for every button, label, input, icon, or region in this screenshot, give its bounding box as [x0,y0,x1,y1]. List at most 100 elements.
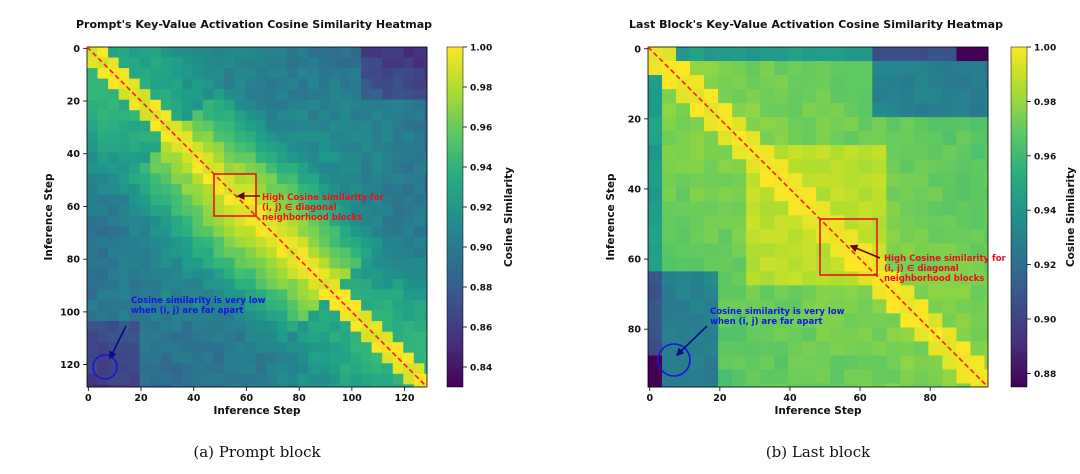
chart-a-cell [245,236,257,248]
chart-b-cell [830,117,845,132]
chart-b-cell [746,47,761,62]
chart-a-cell [234,57,246,69]
chart-a-cell [118,162,130,174]
chart-a-cell [287,205,299,217]
chart-a-cell [350,141,362,153]
chart-a-cell [224,247,235,259]
chart-a-cell [213,226,225,238]
chart-b-cell [760,341,775,356]
chart-a-cell [308,152,320,164]
chart-b-cell [704,201,719,216]
chart-b-cell [676,173,691,188]
chart-a-cell [97,289,109,301]
chart-a-cell [245,110,257,122]
chart-b-cell [970,117,985,132]
chart-a-cell [181,278,193,290]
chart-b-cell [914,341,929,356]
chart-a-cell [297,120,309,132]
chart-a-cell [382,162,394,174]
chart-b-cell [956,369,971,384]
chart-a-cell [392,300,404,311]
chart-b-cell [760,75,775,90]
chart-a-cell [329,99,341,111]
chart-a-cell [255,131,267,143]
chart-a-cell [192,194,204,206]
chart-a-cell [171,373,183,385]
chart-a-cell [97,57,109,69]
caption-a: (a) Prompt block [193,443,321,461]
chart-a-cell [213,68,225,80]
chart-b-cell [956,187,971,202]
chart-a-cell [382,215,394,227]
chart-a-cell [213,141,225,153]
chart-a-cell [171,247,183,259]
chart-b-cell [732,145,747,160]
chart-a-cell [361,194,373,206]
chart-a-cell [97,384,109,388]
chart-a-cell [202,257,214,269]
chart-a-cell [308,215,320,227]
chart-b-cell [774,243,789,258]
chart-b-cell [858,131,873,146]
chart-a-cell [392,226,404,238]
chart-b-cell [676,159,691,174]
chart-b-cell [914,355,929,370]
chart-a-cell [213,215,225,227]
chart-a-cell [245,363,257,375]
chart-a-cell [403,57,415,69]
chart-a-cell [108,215,120,227]
chart-a-cell [340,331,351,343]
chart-a-ytick-label: 0 [73,44,80,55]
chart-b-cell [802,61,817,76]
chart-a-cell [118,57,130,69]
chart-b-cell [830,75,845,90]
chart-a-cell [361,205,373,217]
chart-a-cell [234,363,246,375]
chart-a-cell [329,331,341,343]
chart-a-cell [171,331,183,343]
chart-a-cell [403,342,415,354]
chart-a-cell [350,384,362,388]
chart-b-cell [760,299,775,314]
chart-a-cell [150,342,162,354]
chart-a-cell [129,342,141,354]
chart-a-cell [245,278,257,290]
chart-a-cell [382,57,394,69]
chart-a-cell [392,99,404,111]
chart-a-cell [202,236,214,248]
chart-a-cell [308,184,320,195]
chart-a-cell [108,47,120,58]
chart-a-cell [297,300,309,311]
chart-a-cell [340,47,351,58]
chart-a-cell [276,47,288,58]
chart-b-cell [872,103,887,118]
chart-a-cell [192,47,204,58]
chart-b-cell [942,313,957,328]
chart-a-cell [224,162,235,174]
chart-a-cell [234,278,246,290]
chart-a-cell [234,226,246,238]
chart-a-cell [234,110,246,122]
chart-b-cell [648,257,663,272]
chart-a-cell [413,194,425,206]
chart-b-cell [830,369,845,384]
chart-b-red-annotation: High Cosine similarity for (i, j) ∈ diag… [884,254,1009,284]
chart-a-cell [97,352,109,364]
chart-a-cell [224,215,235,227]
chart-b-cell [648,61,663,76]
chart-a-cell [276,352,288,364]
chart-a-cell [382,194,394,206]
chart-a-cell [192,162,204,174]
chart-a-cell [150,78,162,90]
chart-a-cell [129,321,141,333]
chart-a-cell [424,205,428,217]
chart-a-cell [213,131,225,143]
chart-a-cell [340,99,351,111]
chart-a-cell [413,78,425,90]
chart-a-cell [266,236,278,248]
chart-a-cell [255,226,267,238]
chart-b-cell [928,89,943,104]
chart-b-cell [676,285,691,300]
chart-a-cell [308,352,320,364]
chart-a-cell [329,289,341,301]
